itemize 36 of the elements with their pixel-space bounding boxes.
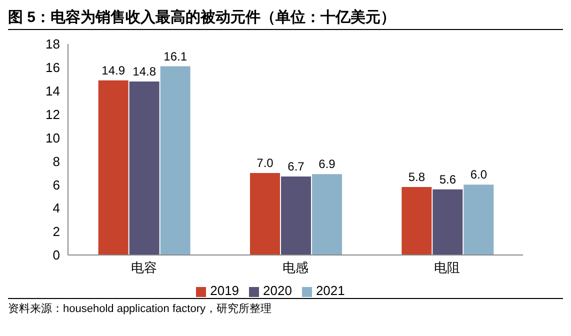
- bar: [281, 176, 311, 255]
- x-tick-label: 电阻: [434, 260, 460, 276]
- bar: [464, 184, 494, 255]
- y-tick-label: 14: [46, 84, 60, 99]
- text: 5.8: [408, 170, 426, 184]
- text: 6.7: [288, 159, 304, 174]
- text: 16.1: [164, 49, 188, 64]
- y-tick-label: 0: [52, 248, 60, 263]
- text: 14.8: [132, 64, 156, 79]
- x-tick-label: 电感: [282, 260, 308, 276]
- y-tick-label: 4: [52, 200, 60, 216]
- y-tick-label: 6: [52, 177, 60, 192]
- bar: [98, 80, 128, 255]
- chart-title: 图 5：电容为销售收入最高的被动元件（单位：十亿美元）: [8, 8, 563, 30]
- y-tick-label: 18: [46, 36, 60, 52]
- legend-label: 2021: [316, 283, 345, 298]
- y-tick-label: 2: [52, 224, 60, 240]
- text: 资料来源：household application factory，研究所整理: [8, 298, 563, 316]
- x-tick-label: 电容: [130, 260, 157, 276]
- bar: [250, 172, 280, 255]
- bar: [432, 189, 463, 255]
- bar: [402, 187, 432, 255]
- text: 6.9: [318, 157, 336, 172]
- y-tick-label: 8: [52, 154, 60, 169]
- legend-label: 2020: [263, 283, 292, 298]
- y-tick-label: 16: [46, 60, 60, 76]
- bar: [312, 174, 342, 255]
- bar: [160, 66, 190, 255]
- text: 14.9: [102, 63, 126, 78]
- y-tick-label: 12: [46, 106, 60, 122]
- text: 7.0: [256, 156, 274, 170]
- text: 6.0: [470, 168, 488, 182]
- legend-label: 2019: [210, 283, 240, 298]
- text: 5.6: [439, 172, 456, 186]
- y-tick-label: 10: [46, 130, 60, 146]
- bar: [129, 82, 160, 255]
